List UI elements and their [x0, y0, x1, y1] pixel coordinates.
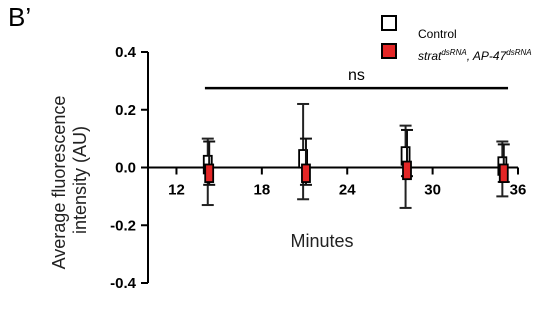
- legend: Control stratdsRNA, AP-47dsRNA: [381, 15, 532, 63]
- x-tick-label: 12: [168, 182, 185, 199]
- y-axis-title-line2: intensity (AU): [70, 126, 90, 234]
- axes: -0.4 -0.2 0.0 0.2 0.4 12 18 24 30 36: [110, 44, 526, 292]
- y-tick-label: -0.4: [110, 275, 137, 292]
- y-tick-label: -0.2: [110, 217, 136, 234]
- data-point: [204, 163, 215, 183]
- data-point: [402, 160, 412, 181]
- legend-control-marker: [381, 15, 397, 31]
- legend-knockdown-sup1: dsRNA: [441, 48, 466, 57]
- legend-control-label: Control: [418, 27, 457, 41]
- legend-knockdown-label: stratdsRNA, AP-47dsRNA: [418, 48, 532, 63]
- data-point: [301, 163, 311, 183]
- panel-label: B’: [8, 2, 32, 32]
- y-tick-label: 0.0: [115, 160, 136, 177]
- ns-label: ns: [348, 67, 365, 84]
- legend-knockdown-marker: [381, 43, 397, 59]
- series-1: [203, 128, 510, 186]
- series-layer: [201, 102, 510, 209]
- x-tick-label: 36: [510, 182, 527, 199]
- x-axis-title: Minutes: [290, 231, 353, 251]
- legend-knockdown-mid: , AP-47: [467, 49, 508, 63]
- x-tick-label: 30: [424, 182, 441, 199]
- ns-annotation: ns: [204, 67, 509, 90]
- axis-titles: Minutes Average fluorescence intensity (…: [49, 91, 354, 270]
- legend-knockdown-sup2: dsRNA: [506, 48, 531, 57]
- legend-knockdown-main: strat: [418, 49, 442, 63]
- y-tick-label: 0.4: [115, 44, 137, 61]
- data-point: [498, 163, 509, 183]
- y-axis-title-line1: Average fluorescence: [49, 96, 69, 270]
- x-tick-label: 18: [254, 182, 271, 199]
- x-tick-label: 24: [339, 182, 356, 199]
- y-tick-label: 0.2: [115, 102, 136, 119]
- y-axis-title: Average fluorescence intensity (AU): [49, 91, 90, 270]
